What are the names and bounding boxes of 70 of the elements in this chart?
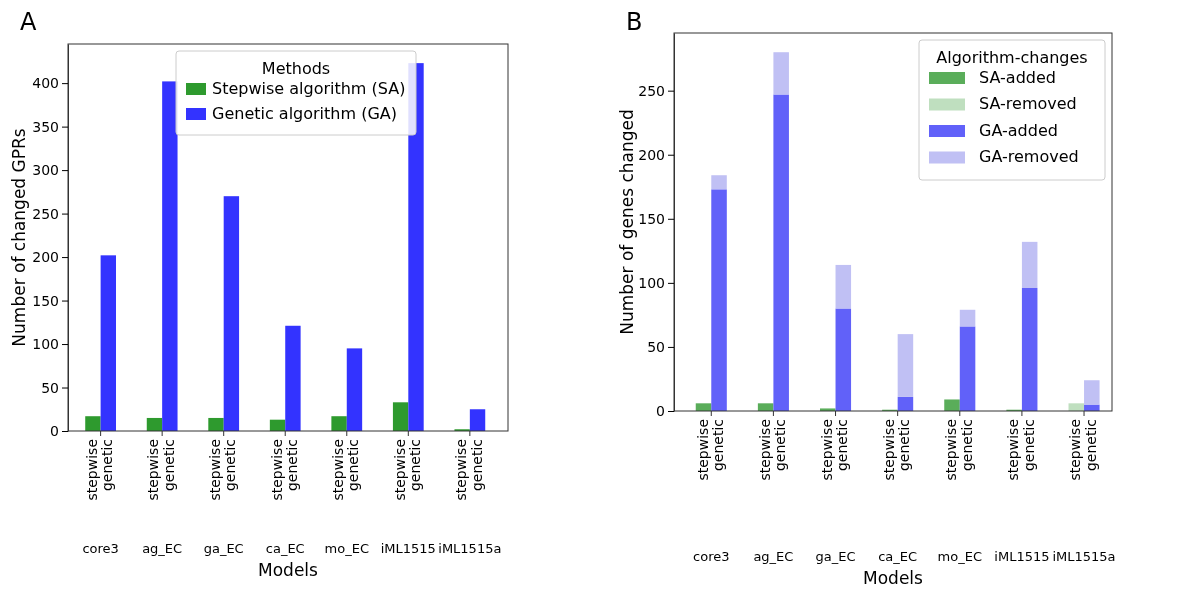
x-tick-label: genetic xyxy=(99,439,116,492)
x-tick-label: genetic xyxy=(160,439,177,492)
legend-label: Genetic algorithm (GA) xyxy=(212,103,397,123)
x-axis-title: Models xyxy=(863,568,924,588)
y-tick-label: 200 xyxy=(32,249,59,266)
x-tick-label: stepwise xyxy=(694,419,711,481)
y-tick-label: 50 xyxy=(647,338,665,355)
x-tick-label: genetic xyxy=(896,419,913,472)
x-tick-label: stepwise xyxy=(880,419,897,481)
text: ca_EC xyxy=(878,549,918,564)
x-tick-label: genetic xyxy=(958,419,975,472)
legend-label: Stepwise algorithm (SA) xyxy=(212,78,406,98)
y-tick-label: 150 xyxy=(638,210,665,227)
y-tick-label: 200 xyxy=(638,146,665,163)
text: iML1515a xyxy=(1052,549,1116,564)
legend-label: GA-added xyxy=(979,120,1058,140)
x-tick-label: genetic xyxy=(345,439,362,492)
text: mo_EC xyxy=(324,541,369,556)
text: core3 xyxy=(82,541,119,556)
text: ga_EC xyxy=(203,541,244,556)
y-tick-label: 0 xyxy=(50,422,59,439)
y-tick-label: 50 xyxy=(41,379,59,396)
x-tick-label: genetic xyxy=(710,419,727,472)
text: ca_EC xyxy=(265,541,305,556)
y-tick-label: 250 xyxy=(638,82,665,99)
text: mo_EC xyxy=(937,549,982,564)
x-tick-label: genetic xyxy=(772,419,789,472)
chart-title: A xyxy=(20,8,37,36)
x-tick-label: genetic xyxy=(222,439,239,492)
text: iML1515a xyxy=(438,541,502,556)
x-tick-label: stepwise xyxy=(1067,419,1084,481)
chart-title: B xyxy=(626,8,643,36)
x-axis-title: Models xyxy=(258,560,319,580)
x-tick-label: genetic xyxy=(407,439,423,492)
legend-title: Methods xyxy=(261,58,331,78)
x-tick-label: stepwise xyxy=(1005,419,1022,481)
x-tick-label: stepwise xyxy=(391,439,408,501)
x-tick-label: stepwise xyxy=(453,439,470,501)
x-tick-label: stepwise xyxy=(756,419,773,481)
legend-label: SA-added xyxy=(979,67,1056,87)
y-axis-title: Number of genes changed xyxy=(617,109,637,335)
y-tick-label: 100 xyxy=(32,336,59,353)
x-tick-label: genetic xyxy=(1020,419,1037,472)
text: ga_EC xyxy=(815,549,856,564)
legend-label: SA-removed xyxy=(979,94,1077,113)
x-tick-label: stepwise xyxy=(83,439,100,501)
legend-label: GA-removed xyxy=(979,147,1079,166)
y-tick-label: 0 xyxy=(656,402,665,419)
x-tick-label: genetic xyxy=(834,419,851,472)
x-tick-label: stepwise xyxy=(943,419,960,481)
x-tick-label: genetic xyxy=(468,439,485,492)
x-tick-label: stepwise xyxy=(330,439,347,501)
x-tick-label: stepwise xyxy=(818,419,835,481)
text: iML1515 xyxy=(380,541,436,556)
x-tick-label: genetic xyxy=(1082,419,1099,472)
x-tick-label: stepwise xyxy=(145,439,162,501)
y-tick-label: 400 xyxy=(32,75,59,92)
y-tick-label: 100 xyxy=(638,274,665,291)
text: iML1515 xyxy=(994,549,1050,564)
text: core3 xyxy=(693,549,730,564)
y-tick-label: 150 xyxy=(32,292,59,309)
y-tick-label: 300 xyxy=(32,162,59,179)
text: ag_EC xyxy=(753,549,794,564)
text: ag_EC xyxy=(142,541,183,556)
x-tick-label: stepwise xyxy=(207,439,223,501)
y-axis-title: Number of changed GPRs xyxy=(9,128,29,347)
x-tick-label: stepwise xyxy=(268,439,285,501)
y-tick-label: 350 xyxy=(32,118,59,135)
y-tick-label: 250 xyxy=(32,205,59,222)
legend-title: Algorithm-changes xyxy=(936,47,1088,67)
